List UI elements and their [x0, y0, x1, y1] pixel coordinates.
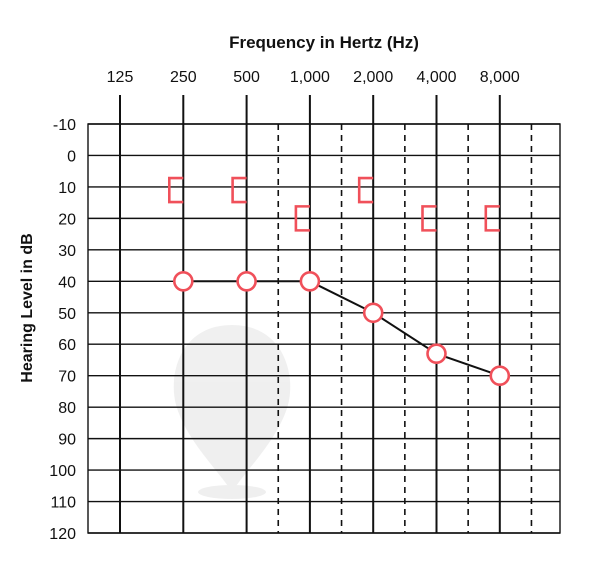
bracket-marker — [231, 176, 247, 204]
bracket-markers — [168, 176, 500, 232]
y-tick-label: 80 — [58, 400, 76, 417]
circle-marker — [489, 365, 511, 386]
y-tick-label: 40 — [58, 274, 76, 291]
bracket-marker — [357, 176, 374, 204]
x-tick-label: 250 — [170, 69, 197, 86]
threshold-polyline — [183, 280, 501, 377]
y-tick-label: 120 — [49, 526, 76, 543]
y-axis-title: Hearing Level in dB — [19, 233, 36, 382]
bracket-marker — [484, 205, 500, 232]
circle-marker — [362, 302, 384, 324]
x-tick-label: 1,000 — [290, 69, 330, 86]
circle-marker — [173, 271, 194, 292]
x-tick-label: 2,000 — [353, 69, 393, 86]
y-tick-label: 50 — [58, 306, 76, 323]
y-tick-label: -10 — [53, 117, 76, 134]
x-tick-label: 125 — [107, 69, 134, 86]
y-tick-label: 20 — [58, 211, 76, 228]
y-axis-ticks: -10 0 10 20 30 40 50 60 70 80 90 100 110 120 — [49, 117, 76, 543]
bracket-marker — [421, 205, 437, 232]
y-tick-label: 10 — [58, 180, 76, 197]
watermark-logo — [173, 325, 291, 499]
plot-border — [87, 123, 561, 534]
bracket-marker — [168, 176, 184, 204]
x-tick-label: 8,000 — [480, 69, 520, 86]
x-axis-ticks: 125 250 500 1,000 2,000 4,000 8,000 — [107, 69, 520, 86]
y-tick-label: 60 — [58, 337, 76, 354]
circle-marker — [299, 271, 321, 292]
threshold-line — [183, 280, 501, 377]
chart-grid — [88, 95, 560, 534]
y-tick-label: 110 — [50, 495, 76, 512]
y-tick-label: 0 — [67, 148, 76, 165]
bracket-marker — [294, 205, 310, 232]
circle-marker — [426, 343, 447, 364]
x-tick-label: 4,000 — [416, 69, 456, 86]
y-tick-label: 90 — [58, 432, 76, 449]
circle-marker — [236, 271, 257, 292]
y-tick-label: 70 — [58, 369, 76, 386]
y-tick-label: 30 — [58, 243, 76, 260]
x-axis-title: Frequency in Hertz (Hz) — [229, 33, 419, 52]
circle-markers — [173, 271, 511, 386]
x-tick-label: 500 — [233, 69, 260, 86]
plot-frame — [87, 123, 561, 534]
y-tick-label: 100 — [49, 463, 76, 480]
